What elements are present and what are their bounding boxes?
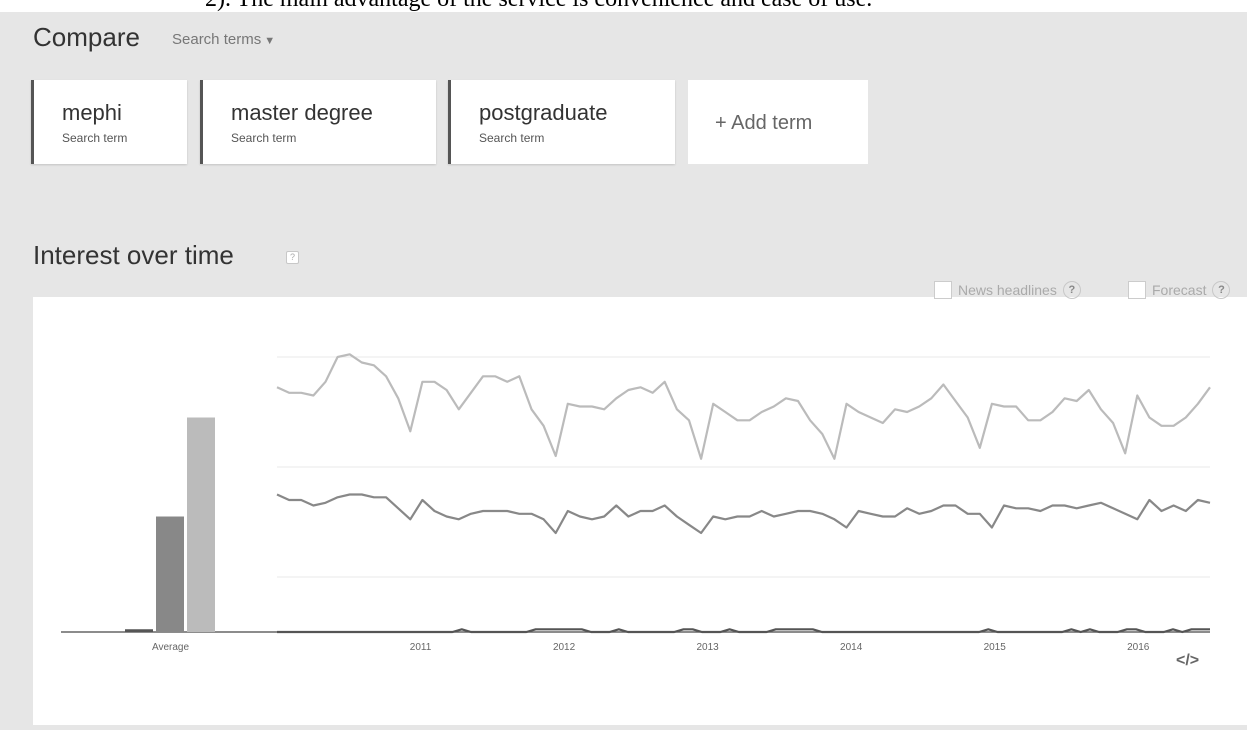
average-bar [156,516,184,632]
embed-code-icon[interactable]: </> [1176,652,1200,669]
x-tick-label: 2016 [1127,642,1150,653]
document-caption: 2). The main advantage of the service is… [205,0,872,12]
average-label: Average [152,642,190,653]
average-bar [125,629,153,632]
x-tick-label: 2015 [984,642,1007,653]
interest-chart: Average 2011 2012 2013 2014 2015 2016 [61,353,1211,653]
interest-over-time-title: Interest over time [33,240,234,270]
term-card-mephi[interactable]: mephi Search term [31,80,187,164]
term-subtitle: Search term [62,131,128,145]
help-icon[interactable]: ? [1212,281,1231,299]
term-name: mephi [62,100,122,125]
document-text-clip: 2). The main advantage of the service is… [0,0,1247,12]
add-term-button[interactable]: + Add term [688,80,868,164]
forecast-option[interactable]: Forecast ? [1128,281,1231,299]
term-subtitle: Search term [231,131,297,145]
term-subtitle: Search term [479,131,545,145]
term-name: postgraduate [479,100,608,125]
term-card-postgraduate[interactable]: postgraduate Search term [448,80,675,164]
news-headlines-label: News headlines [958,282,1057,298]
caret-down-icon: ▼ [264,35,276,47]
compare-title: Compare [33,22,140,52]
x-tick-label: 2012 [553,642,576,653]
news-headlines-option[interactable]: News headlines ? [934,281,1081,299]
search-terms-dropdown[interactable]: Search terms ▼ [172,31,275,48]
help-icon[interactable]: ? [286,251,299,264]
forecast-label: Forecast [1152,282,1207,298]
help-icon[interactable]: ? [1062,281,1081,299]
chart-panel: Average 2011 2012 2013 2014 2015 2016 [33,297,1247,725]
news-headlines-checkbox[interactable] [934,281,952,299]
forecast-checkbox[interactable] [1128,281,1146,299]
x-tick-label: 2011 [410,642,432,653]
series-line-master-degree [276,493,1211,535]
search-terms-dropdown-label: Search terms [172,31,262,48]
term-name: master degree [231,100,373,125]
series-line-postgraduate [276,353,1211,460]
term-card-master-degree[interactable]: master degree Search term [200,80,436,164]
average-bar [187,417,215,632]
x-tick-label: 2014 [840,642,863,653]
x-tick-label: 2013 [696,642,719,653]
series-line-mephi [277,628,1210,634]
